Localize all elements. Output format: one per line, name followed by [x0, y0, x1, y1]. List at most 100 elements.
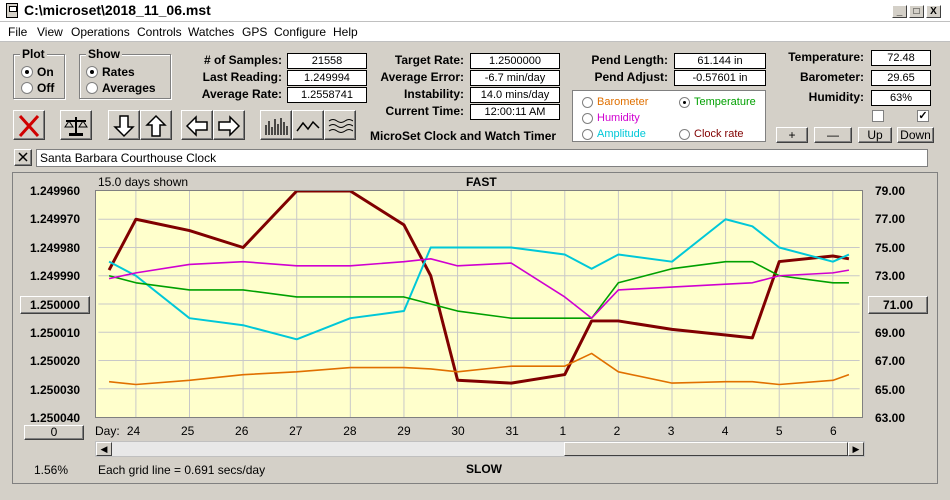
radio-dot-icon: [86, 66, 98, 78]
temperature-label: Temperature:: [788, 50, 864, 64]
balance-button[interactable]: [60, 110, 92, 140]
zoom-percent: 1.56%: [34, 463, 69, 477]
series-lines: [107, 191, 850, 386]
plot-off-label: Off: [37, 81, 55, 95]
show-group: Show: [79, 47, 171, 99]
up-arrow-button[interactable]: [140, 110, 172, 140]
minimize-button[interactable]: _: [892, 5, 907, 18]
arrow-right-icon: [218, 115, 241, 137]
center-rate-button[interactable]: 1.250000: [20, 296, 90, 314]
scroll-thumb[interactable]: [564, 442, 848, 456]
arrow-down-icon: [113, 115, 135, 138]
series-line-amplitude: [108, 218, 850, 341]
right-tick: 73.00: [875, 269, 906, 283]
show-rates-radio[interactable]: Rates: [86, 65, 135, 79]
radio-dot-icon: [21, 66, 33, 78]
clear-clock-button[interactable]: [14, 149, 32, 166]
title-bar: C:\microset\2018_11_06.mst _ □ X: [0, 0, 950, 22]
target-rate-value: 1.2500000: [470, 53, 560, 69]
right-tick: 65.00: [875, 383, 906, 397]
day-tick-label: 24: [126, 424, 141, 438]
plot-on-label: On: [37, 65, 54, 79]
day-tick-label: 29: [397, 424, 411, 438]
day-tick-label: 31: [505, 424, 519, 438]
day-tick-label: 6: [829, 424, 837, 438]
series-line-temperature: [108, 260, 849, 319]
time-scrollbar[interactable]: ◀ ▶: [95, 441, 865, 457]
rate-chart: [95, 190, 863, 418]
day-tick-label: 2: [613, 424, 621, 438]
barometer-label: Barometer:: [799, 70, 864, 84]
series-barometer-radio[interactable]: Barometer: [582, 96, 648, 108]
show-averages-label: Averages: [102, 81, 156, 95]
barometer-value: 29.65: [871, 70, 931, 86]
plot-on-radio[interactable]: On: [21, 65, 54, 79]
pend-length-value: 61.144 in: [674, 53, 766, 69]
current-time-label: Current Time:: [385, 104, 464, 118]
menu-configure[interactable]: Configure: [274, 25, 327, 39]
right-tick: 69.00: [875, 326, 906, 340]
menu-controls[interactable]: Controls: [137, 25, 182, 39]
right-arrow-button[interactable]: [213, 110, 245, 140]
left-tick: 1.250040: [30, 411, 81, 425]
bar-chart-icon: [265, 118, 288, 135]
day-tick-label: 30: [451, 424, 465, 438]
show-averages-radio[interactable]: Averages: [86, 81, 156, 95]
radio-dot-icon: [679, 96, 690, 108]
menu-view[interactable]: View: [37, 25, 63, 39]
day-tick-label: 4: [721, 424, 729, 438]
stop-button[interactable]: [13, 110, 45, 140]
average-rate-value: 1.2558741: [287, 87, 367, 103]
left-tick: 1.249970: [30, 212, 81, 226]
env-checkbox-right[interactable]: ✓: [917, 110, 929, 122]
series-temperature-radio[interactable]: Temperature: [679, 96, 756, 108]
offset-button[interactable]: 0: [24, 425, 84, 440]
show-group-title: Show: [86, 47, 122, 61]
minus-button[interactable]: —: [814, 127, 852, 143]
scroll-right-icon[interactable]: ▶: [848, 442, 864, 456]
left-arrow-button[interactable]: [181, 110, 213, 140]
menu-operations[interactable]: Operations: [71, 25, 130, 39]
plot-group: Plot: [13, 47, 65, 99]
down-arrow-button[interactable]: [108, 110, 140, 140]
scroll-left-icon[interactable]: ◀: [96, 442, 112, 456]
wave-chart-button[interactable]: [324, 110, 356, 140]
day-tick-label: 26: [235, 424, 249, 438]
center-temp-button[interactable]: 71.00: [868, 296, 928, 314]
radio-dot-icon: [582, 128, 593, 140]
series-line-clock-rate: [107, 191, 850, 385]
menu-file[interactable]: File: [8, 25, 28, 39]
pend-adjust-label: Pend Adjust:: [594, 70, 668, 84]
env-checkbox-left[interactable]: [872, 110, 884, 122]
series-humidity-label: Humidity: [597, 112, 640, 124]
clock-name-field[interactable]: Santa Barbara Courthouse Clock: [36, 149, 928, 167]
close-button[interactable]: X: [926, 5, 941, 18]
menu-help[interactable]: Help: [333, 25, 358, 39]
plot-off-radio[interactable]: Off: [21, 81, 54, 95]
app-label: MicroSet Clock and Watch Timer: [370, 129, 557, 143]
bar-chart-button[interactable]: [260, 110, 292, 140]
menu-gps[interactable]: GPS: [242, 25, 268, 39]
pend-adjust-value[interactable]: -0.57601 in: [674, 70, 766, 86]
right-tick: 63.00: [875, 411, 906, 425]
day-tick-label: 3: [667, 424, 675, 438]
average-rate-label: Average Rate:: [201, 87, 282, 101]
menu-watches[interactable]: Watches: [188, 25, 235, 39]
current-time-value: 12:00:11 AM: [470, 104, 560, 120]
arrow-up-icon: [145, 114, 167, 137]
humidity-value: 63%: [871, 90, 931, 106]
series-amplitude-radio[interactable]: Amplitude: [582, 128, 646, 140]
series-clock-rate-radio[interactable]: Clock rate: [679, 128, 744, 140]
down-button[interactable]: Down: [897, 127, 934, 143]
temperature-value: 72.48: [871, 50, 931, 66]
arrow-left-icon: [185, 115, 208, 137]
plus-button[interactable]: +: [776, 127, 808, 143]
left-tick: 1.250020: [30, 354, 81, 368]
series-humidity-radio[interactable]: Humidity: [582, 112, 640, 124]
maximize-button[interactable]: □: [909, 5, 924, 18]
line-chart-button[interactable]: [292, 110, 324, 140]
up-button[interactable]: Up: [858, 127, 892, 143]
series-barometer-label: Barometer: [597, 96, 649, 108]
last-reading-label: Last Reading:: [202, 70, 282, 84]
menu-bar: File View Operations Controls Watches GP…: [0, 22, 950, 42]
